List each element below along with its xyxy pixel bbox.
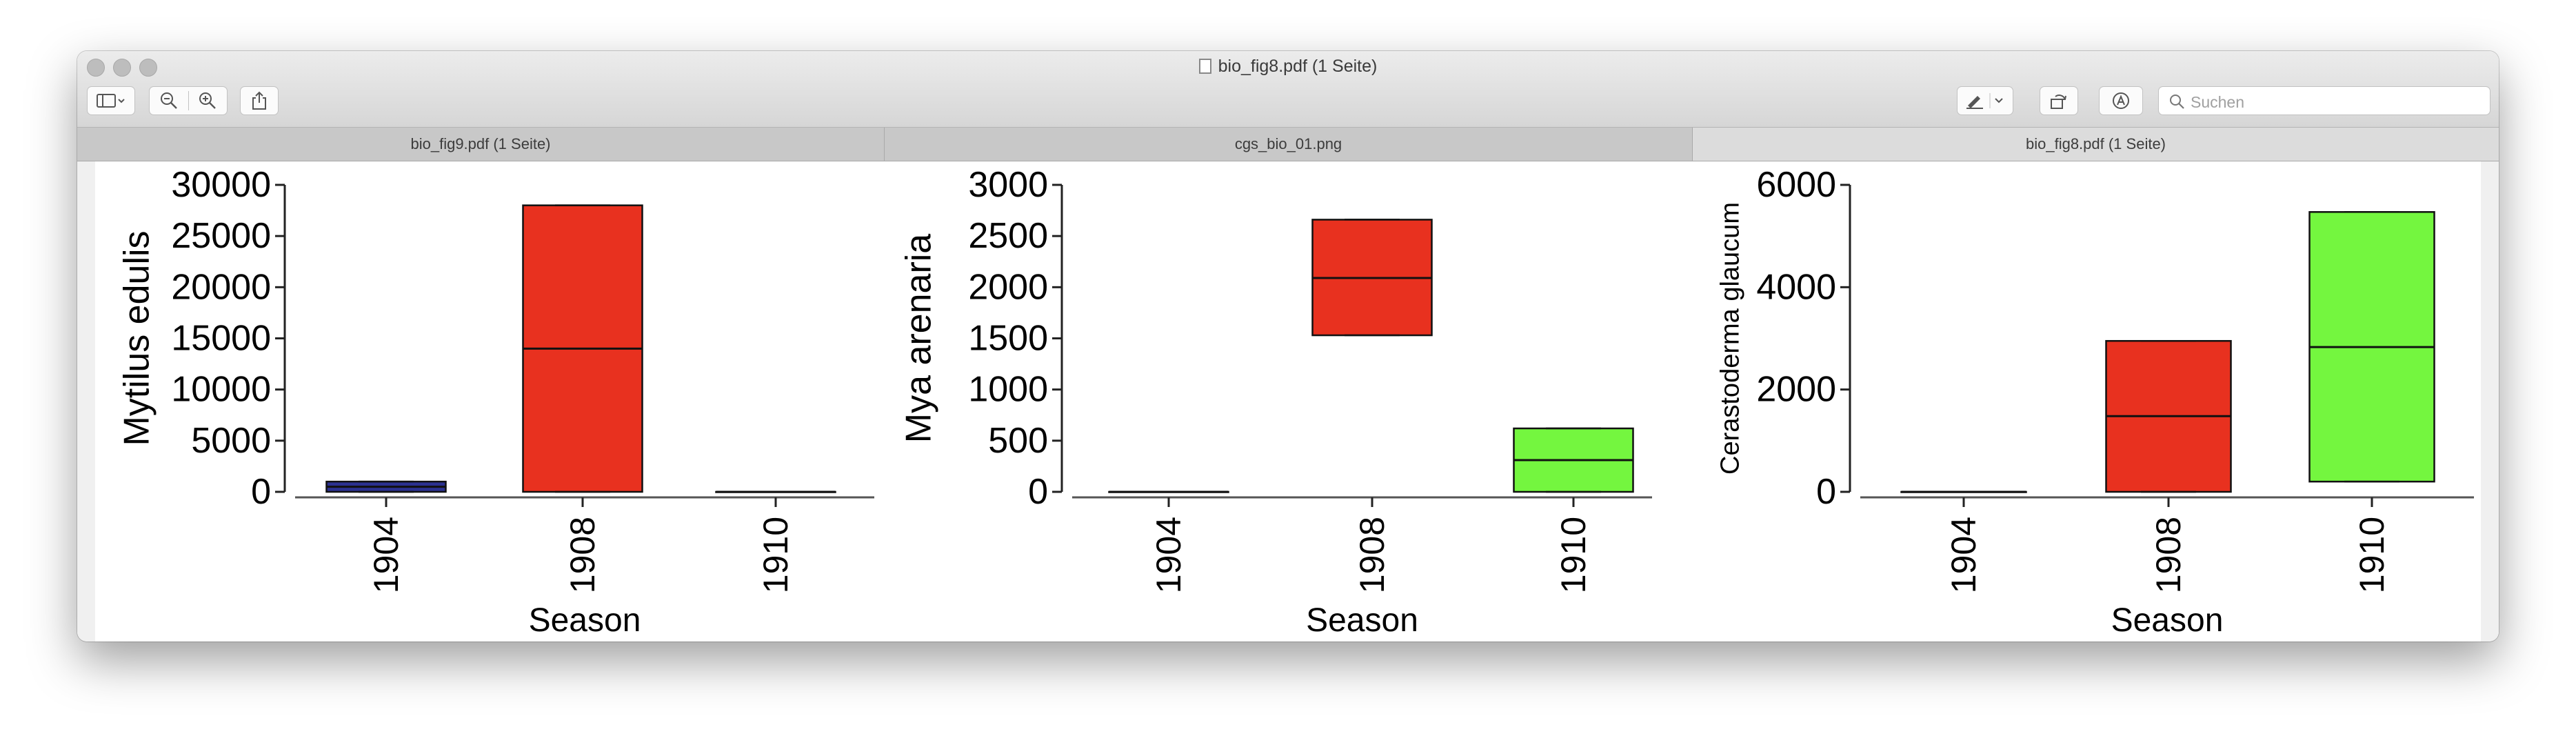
y-tick-label: 15000 — [171, 319, 271, 359]
y-tick-label: 0 — [1816, 472, 1836, 512]
y-tick-label: 3000 — [968, 165, 1048, 205]
y-tick-label: 25000 — [171, 216, 271, 256]
x-axis-label: Season — [529, 602, 641, 639]
y-axis-label: Mya arenaria — [898, 234, 938, 444]
x-tick-label: 1908 — [563, 517, 602, 593]
y-tick-label: 0 — [251, 472, 271, 512]
y-tick-label: 30000 — [171, 165, 271, 205]
x-tick-label: 1910 — [2353, 517, 2391, 593]
chart-panel-2: 0 500 1000 1500 2000 2500 3000 1904 1908 1910 Seas… — [898, 165, 1652, 639]
y-tick-label: 10000 — [171, 370, 271, 410]
rotate-icon — [2051, 95, 2066, 109]
search-placeholder: Suchen — [2191, 93, 2245, 111]
annotate-button[interactable] — [2099, 86, 2143, 115]
share-button[interactable] — [240, 86, 279, 115]
sidebar-icon — [97, 94, 125, 108]
y-tick-label: 2000 — [1756, 370, 1836, 410]
pen-icon — [1966, 93, 2003, 109]
tab-cgs-bio-01[interactable]: cgs_bio_01.png — [884, 128, 1692, 161]
zoom-button-group — [149, 86, 228, 115]
y-tick-label: 5000 — [191, 421, 271, 461]
zoom-out-button[interactable] — [150, 91, 189, 110]
search-field[interactable]: Suchen — [2158, 86, 2491, 115]
y-tick-label: 500 — [988, 421, 1048, 461]
y-tick-label: 0 — [1028, 472, 1048, 512]
y-axis-label: Cerastoderma glaucum — [1715, 202, 1744, 475]
sidebar-toggle-button[interactable] — [87, 86, 135, 115]
y-tick-label: 4000 — [1756, 267, 1836, 307]
markup-button[interactable] — [1957, 86, 2013, 115]
rotate-button[interactable] — [2040, 86, 2078, 115]
x-tick-label: 1904 — [1149, 517, 1188, 593]
close-window-button[interactable] — [87, 59, 105, 77]
y-tick-label: 2000 — [968, 267, 1048, 307]
x-axis-label: Season — [2111, 602, 2224, 639]
tab-bio-fig9[interactable]: bio_fig9.pdf (1 Seite) — [410, 135, 551, 152]
y-tick-label: 20000 — [171, 267, 271, 307]
tab-bio-fig8[interactable]: bio_fig8.pdf (1 Seite) — [1692, 128, 2499, 161]
x-tick-label: 1910 — [756, 517, 795, 593]
zoom-out-icon — [160, 92, 177, 109]
document-area[interactable]: 0 5000 10000 15000 20000 25000 30000 1904 1908 19… — [77, 161, 2499, 642]
x-axis-label: Season — [1306, 602, 1418, 639]
pdf-document-icon — [1198, 59, 1211, 74]
zoom-in-icon — [199, 92, 217, 109]
x-tick-label: 1904 — [1944, 517, 1983, 593]
y-tick-label: 1000 — [968, 370, 1048, 410]
zoom-in-button[interactable] — [189, 91, 228, 110]
titlebar: bio_fig8.pdf (1 Seite) — [77, 51, 2499, 128]
y-tick-label: 2500 — [968, 216, 1048, 256]
y-tick-label: 1500 — [968, 319, 1048, 359]
x-tick-label: 1908 — [1353, 517, 1391, 593]
share-icon — [252, 91, 266, 110]
x-tick-label: 1908 — [2149, 517, 2188, 593]
pdf-page: 0 5000 10000 15000 20000 25000 30000 1904 1908 19… — [95, 161, 2481, 642]
y-tick-label: 6000 — [1756, 165, 1836, 205]
chart-panel-1: 0 5000 10000 15000 20000 25000 30000 1904 1908 19… — [117, 165, 874, 639]
search-icon — [2170, 95, 2184, 109]
y-axis-label: Mytilus edulis — [117, 230, 157, 446]
tab-bar: bio_fig9.pdf (1 Seite) cgs_bio_01.png bi… — [77, 128, 2499, 161]
x-tick-label: 1904 — [367, 517, 405, 593]
window-title: bio_fig8.pdf (1 Seite) — [1218, 57, 1378, 76]
preview-window: bio_fig8.pdf (1 Seite) — [77, 51, 2499, 642]
window-title-area: bio_fig8.pdf (1 Seite) — [77, 57, 2499, 77]
chart-panel-3: 0 2000 4000 6000 1904 1908 1910 Season Cerastode… — [1715, 165, 2474, 639]
annotate-circle-icon — [2113, 92, 2129, 109]
x-tick-label: 1910 — [1554, 517, 1593, 593]
zoom-window-button[interactable] — [139, 59, 157, 77]
minimize-window-button[interactable] — [113, 59, 131, 77]
